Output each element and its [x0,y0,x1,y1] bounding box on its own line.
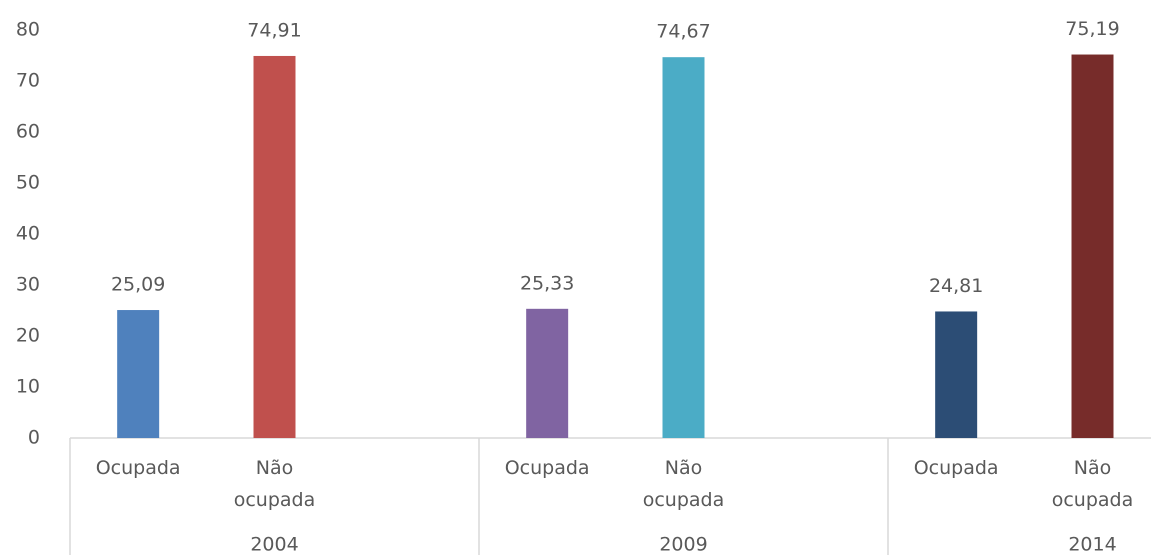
x-tick-label: Ocupada [504,457,590,479]
y-tick-label: 40 [16,223,40,245]
x-tick-label: Ocupada [95,457,181,479]
value-label: 75,19 [1065,18,1119,40]
x-tick-label: Ocupada [913,457,999,479]
y-tick-label: 20 [16,325,40,347]
y-tick-label: 0 [28,427,40,449]
x-tick-label: Não ocupada [233,457,316,511]
x-tick-label: Não ocupada [642,457,725,511]
value-label: 25,09 [111,274,165,296]
bar [526,308,569,438]
value-label: 24,81 [929,275,983,297]
value-label: 74,91 [247,19,301,41]
bar [662,57,705,439]
bar [117,310,160,438]
y-tick-label: 50 [16,172,40,194]
bar [253,55,296,439]
value-label: 25,33 [520,272,574,294]
y-tick-label: 70 [16,70,40,92]
x-tick-label: Não ocupada [1051,457,1134,511]
value-label: 74,67 [656,21,710,43]
y-tick-label: 10 [16,376,40,398]
bar [1071,54,1114,438]
y-tick-label: 60 [16,121,40,143]
group-label: 2009 [659,534,707,555]
y-tick-label: 30 [16,274,40,296]
group-label: 2014 [1068,534,1116,555]
bar [935,311,978,438]
group-label: 2004 [250,534,298,555]
y-tick-label: 80 [16,19,40,41]
